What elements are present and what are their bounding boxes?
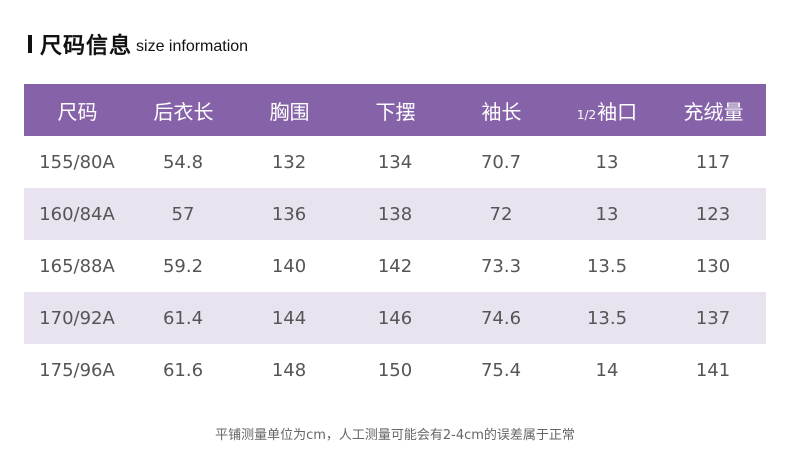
table-cell: 142: [377, 255, 413, 277]
column-header: 后衣长: [153, 99, 214, 124]
table-cell: 144: [271, 307, 307, 329]
table-cell: 146: [377, 307, 413, 329]
table-cell: 136: [271, 203, 307, 225]
table-cell: 170/92A: [39, 307, 115, 329]
table-cell: 130: [695, 255, 731, 277]
column-header: 尺码: [57, 99, 98, 124]
table-cell: 138: [377, 203, 413, 225]
title-accent-bar: [28, 35, 32, 53]
table-row: 165/88A 59.2 140 142 73.3 13.5 130: [24, 240, 766, 292]
title-english: size information: [136, 38, 249, 55]
table-cell: 14: [595, 359, 619, 381]
table-cell: 74.6: [480, 307, 522, 329]
table-cell: 134: [377, 151, 413, 173]
table-cell: 140: [271, 255, 307, 277]
table-cell: 70.7: [480, 151, 522, 173]
table-cell: 132: [271, 151, 307, 173]
column-header: 1/2袖口: [576, 99, 638, 124]
section-header: 尺码信息 size information: [28, 26, 248, 62]
table-cell: 13: [595, 151, 619, 173]
table-cell: 150: [377, 359, 413, 381]
table-row: 160/84A 57 136 138 72 13 123: [24, 188, 766, 240]
table-cell: 72: [489, 203, 513, 225]
column-header: 袖长: [481, 99, 522, 124]
table-row: 175/96A 61.6 148 150 75.4 14 141: [24, 344, 766, 396]
table-cell: 61.4: [162, 307, 204, 329]
table-cell: 54.8: [162, 151, 204, 173]
table-cell: 137: [695, 307, 731, 329]
table-row: 170/92A 61.4 144 146 74.6 13.5 137: [24, 292, 766, 344]
title-chinese: 尺码信息: [40, 34, 133, 59]
table-cell: 75.4: [480, 359, 522, 381]
table-cell: 13.5: [586, 307, 628, 329]
table-cell: 13.5: [586, 255, 628, 277]
table-cell: 59.2: [162, 255, 204, 277]
column-header: 下摆: [375, 99, 416, 124]
table-cell: 141: [695, 359, 731, 381]
measurement-note: 平铺测量单位为cm，人工测量可能会有2-4cm的误差属于正常: [215, 428, 575, 443]
table-cell: 73.3: [480, 255, 522, 277]
table-cell: 155/80A: [39, 151, 115, 173]
table-cell: 148: [271, 359, 307, 381]
table-header-row: 尺码 后衣长 胸围 下摆 袖长 1/2袖口 充绒量: [24, 84, 766, 136]
column-header: 胸围: [269, 99, 310, 124]
table-row: 155/80A 54.8 132 134 70.7 13 117: [24, 136, 766, 188]
size-table: 尺码 后衣长 胸围 下摆 袖长 1/2袖口 充绒量 155/80A 54.8 1…: [24, 84, 766, 396]
table-cell: 175/96A: [39, 359, 115, 381]
table-cell: 13: [595, 203, 619, 225]
column-header: 充绒量: [683, 99, 744, 124]
table-cell: 57: [171, 203, 195, 225]
table-cell: 61.6: [162, 359, 204, 381]
table-cell: 123: [695, 203, 731, 225]
table-cell: 117: [695, 151, 731, 173]
table-cell: 160/84A: [39, 203, 115, 225]
table-cell: 165/88A: [39, 255, 115, 277]
